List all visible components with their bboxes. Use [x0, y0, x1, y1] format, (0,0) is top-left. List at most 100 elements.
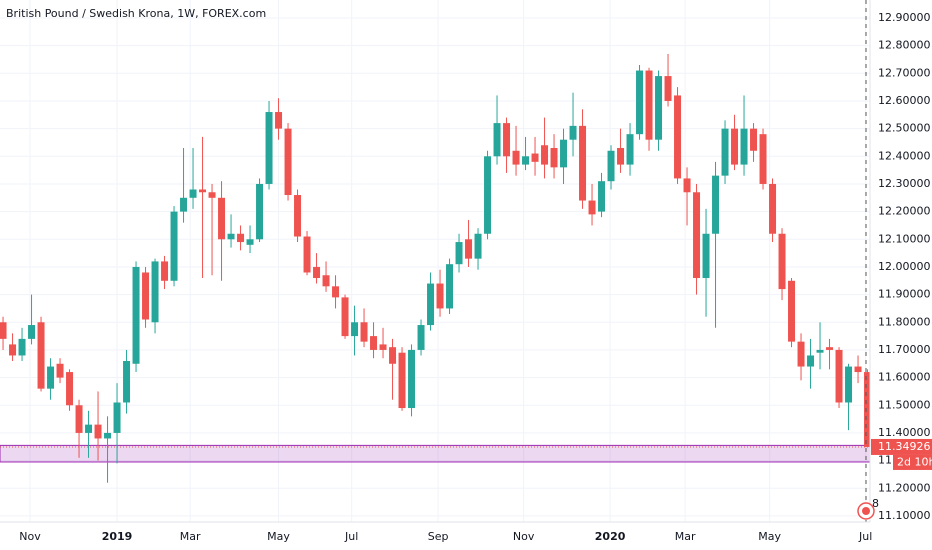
last-price-box — [871, 438, 932, 455]
candle-body — [693, 192, 701, 279]
x-tick-label: Mar — [180, 530, 201, 543]
candle-body — [750, 128, 758, 151]
candle-body — [132, 266, 140, 364]
candle-body — [807, 355, 815, 367]
candle-body — [56, 363, 64, 378]
candle-body — [854, 366, 862, 373]
candle-body — [18, 338, 26, 356]
chart-title: British Pound / Swedish Krona, 1W, FOREX… — [6, 7, 266, 20]
candle-body — [142, 272, 150, 320]
candle-body — [664, 76, 672, 101]
candle-body — [28, 325, 36, 339]
axes: 11.1000011.2000011.3000011.4000011.50000… — [19, 11, 932, 543]
y-tick-label: 11.20000 — [878, 481, 931, 494]
candle-body — [731, 128, 739, 165]
candle-body — [341, 297, 349, 337]
candle-body — [199, 189, 207, 193]
candle-body — [85, 424, 93, 433]
candle-body — [655, 76, 663, 140]
x-tick-label: Nov — [19, 530, 41, 543]
candle-body — [417, 325, 425, 350]
y-tick-label: 12.10000 — [878, 232, 931, 245]
candle-body — [227, 233, 235, 240]
y-tick-label: 12.70000 — [878, 66, 931, 79]
y-tick-label: 12.50000 — [878, 122, 931, 135]
x-tick-label: 2019 — [102, 530, 133, 543]
candle-body — [531, 153, 539, 162]
candle-body — [47, 366, 55, 389]
candle-body — [503, 123, 511, 157]
x-tick-label: Jul — [344, 530, 358, 543]
y-tick-label: 11.90000 — [878, 288, 931, 301]
y-tick-label: 12.60000 — [878, 94, 931, 107]
candle-body — [721, 128, 729, 176]
candle-body — [788, 280, 796, 342]
candle-body — [66, 372, 74, 406]
candle-body — [769, 183, 777, 234]
candle-body — [408, 349, 416, 409]
candle-body — [265, 112, 273, 184]
candle-body — [284, 128, 292, 196]
candle-body — [683, 178, 691, 193]
x-tick-label: May — [267, 530, 290, 543]
candle-body — [294, 195, 302, 237]
candle-body — [826, 347, 834, 350]
candle-body — [180, 197, 188, 212]
candle-body — [569, 125, 577, 140]
candle-body — [246, 239, 254, 245]
y-tick-label: 12.40000 — [878, 149, 931, 162]
y-tick-label: 12.90000 — [878, 11, 931, 24]
candle-body — [332, 286, 340, 298]
candle-body — [816, 349, 824, 353]
candle-body — [759, 134, 767, 184]
candle-body — [161, 261, 169, 281]
candle-body — [436, 283, 444, 309]
candle-body — [351, 322, 359, 337]
countdown-label: 2d 10h — [897, 455, 932, 468]
x-tick-label: 2020 — [595, 530, 626, 543]
candle-body — [275, 112, 283, 129]
candle-body — [104, 432, 112, 439]
candle-body — [512, 150, 520, 165]
x-tick-label: Nov — [513, 530, 535, 543]
candle-body — [0, 322, 7, 339]
y-tick-label: 11.80000 — [878, 315, 931, 328]
candle-body — [626, 134, 634, 165]
x-tick-label: May — [758, 530, 781, 543]
y-tick-label: 11.40000 — [878, 426, 931, 439]
badge-dot — [862, 507, 870, 515]
candle-body — [170, 211, 178, 281]
candle-body — [303, 236, 311, 273]
candle-body — [797, 341, 805, 367]
y-tick-label: 11.70000 — [878, 343, 931, 356]
candle-body — [484, 156, 492, 234]
candle-body — [313, 266, 321, 279]
candle-body — [398, 352, 406, 409]
candles — [0, 53, 872, 483]
candle-body — [607, 150, 615, 182]
y-tick-label: 12.30000 — [878, 177, 931, 190]
candle-body — [389, 347, 397, 364]
candle-body — [151, 261, 159, 323]
x-tick-label: Sep — [428, 530, 449, 543]
candle-body — [550, 147, 558, 168]
candle-body — [835, 349, 843, 403]
candle-body — [702, 233, 710, 279]
candle-body — [712, 175, 720, 234]
zone — [0, 444, 871, 463]
candle-body — [617, 147, 625, 165]
candle-body — [474, 233, 482, 259]
candle-body — [256, 183, 264, 240]
candle-body — [322, 275, 330, 287]
x-tick-label: Jul — [858, 530, 872, 543]
candle-body — [75, 405, 83, 433]
candle-body — [370, 336, 378, 350]
candle-body — [455, 242, 463, 265]
last-price-label: 11.34926 — [878, 440, 931, 453]
candle-body — [379, 344, 387, 350]
candle-body — [579, 125, 587, 201]
candle-body — [427, 283, 435, 326]
candle-body — [864, 372, 872, 447]
